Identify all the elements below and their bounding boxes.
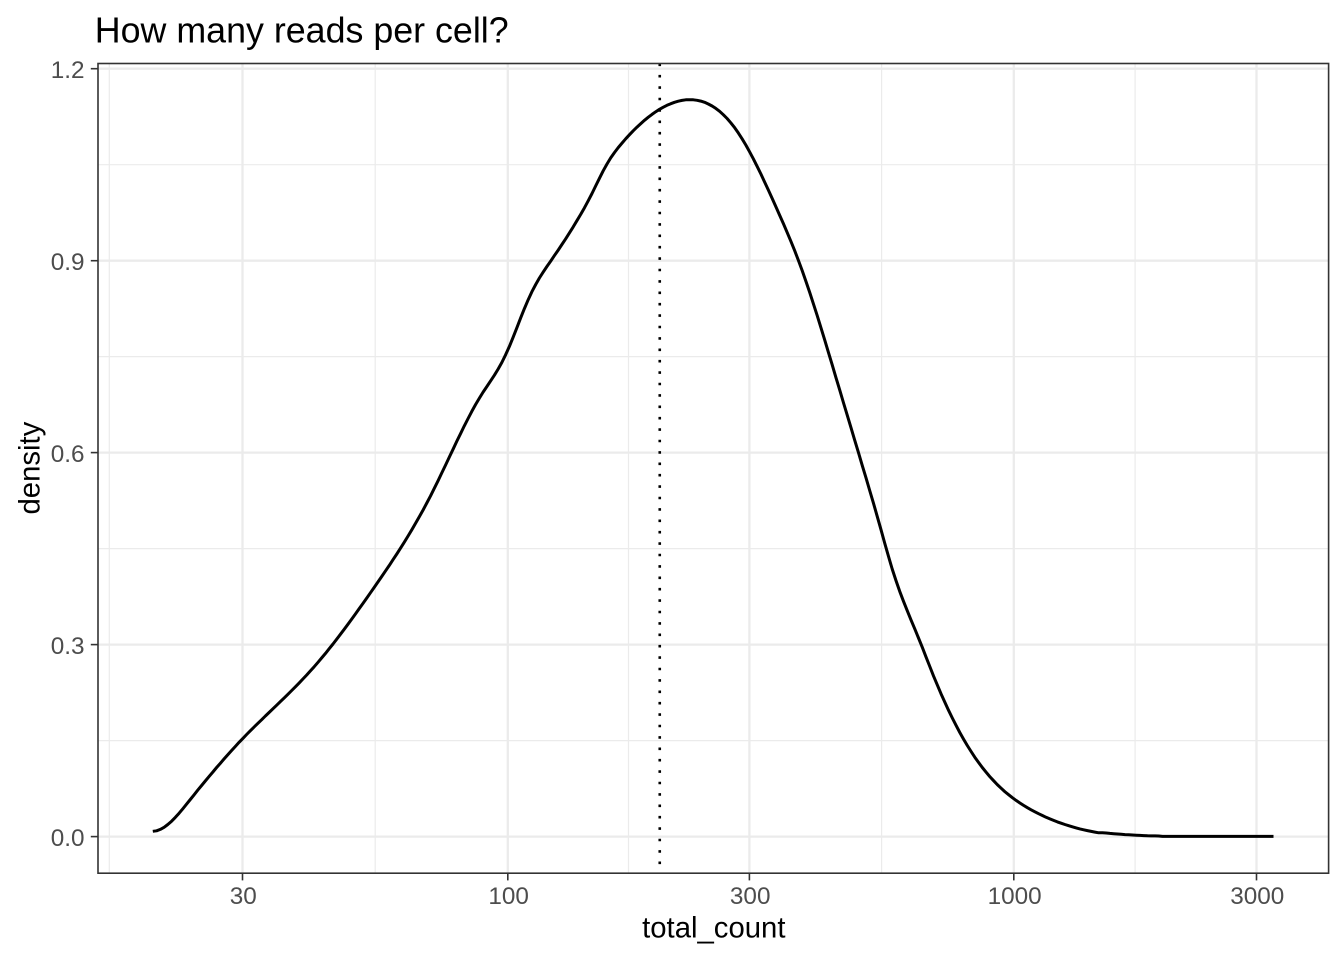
svg-text:30: 30 bbox=[230, 883, 257, 910]
svg-text:100: 100 bbox=[488, 883, 529, 910]
svg-text:0.6: 0.6 bbox=[51, 441, 85, 468]
svg-text:1.2: 1.2 bbox=[51, 57, 85, 84]
svg-text:0.0: 0.0 bbox=[51, 825, 85, 852]
svg-text:0.9: 0.9 bbox=[51, 249, 85, 276]
svg-text:density: density bbox=[13, 421, 46, 514]
svg-text:1000: 1000 bbox=[988, 883, 1042, 910]
svg-text:300: 300 bbox=[730, 883, 771, 910]
svg-text:How many reads per cell?: How many reads per cell? bbox=[95, 11, 509, 51]
svg-text:total_count: total_count bbox=[642, 912, 785, 945]
svg-text:3000: 3000 bbox=[1230, 883, 1284, 910]
svg-text:0.3: 0.3 bbox=[51, 633, 85, 660]
